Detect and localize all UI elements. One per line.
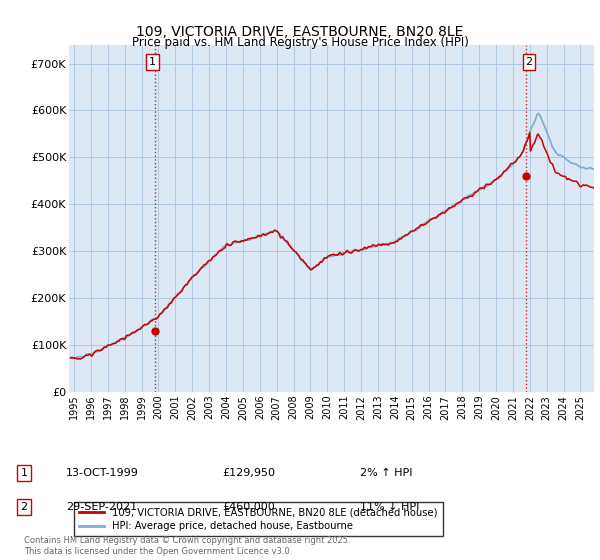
Text: 13-OCT-1999: 13-OCT-1999 [66,468,139,478]
Text: 29-SEP-2021: 29-SEP-2021 [66,502,137,512]
Text: 2: 2 [20,502,28,512]
Text: £129,950: £129,950 [222,468,275,478]
Text: 1: 1 [20,468,28,478]
Legend: 109, VICTORIA DRIVE, EASTBOURNE, BN20 8LE (detached house), HPI: Average price, : 109, VICTORIA DRIVE, EASTBOURNE, BN20 8L… [74,502,443,536]
Text: Price paid vs. HM Land Registry's House Price Index (HPI): Price paid vs. HM Land Registry's House … [131,36,469,49]
Text: £460,000: £460,000 [222,502,275,512]
Text: 1: 1 [149,57,156,67]
Text: 2: 2 [526,57,533,67]
Text: 11% ↓ HPI: 11% ↓ HPI [360,502,419,512]
Text: 109, VICTORIA DRIVE, EASTBOURNE, BN20 8LE: 109, VICTORIA DRIVE, EASTBOURNE, BN20 8L… [136,25,464,39]
Text: Contains HM Land Registry data © Crown copyright and database right 2025.
This d: Contains HM Land Registry data © Crown c… [24,536,350,556]
Text: 2% ↑ HPI: 2% ↑ HPI [360,468,413,478]
